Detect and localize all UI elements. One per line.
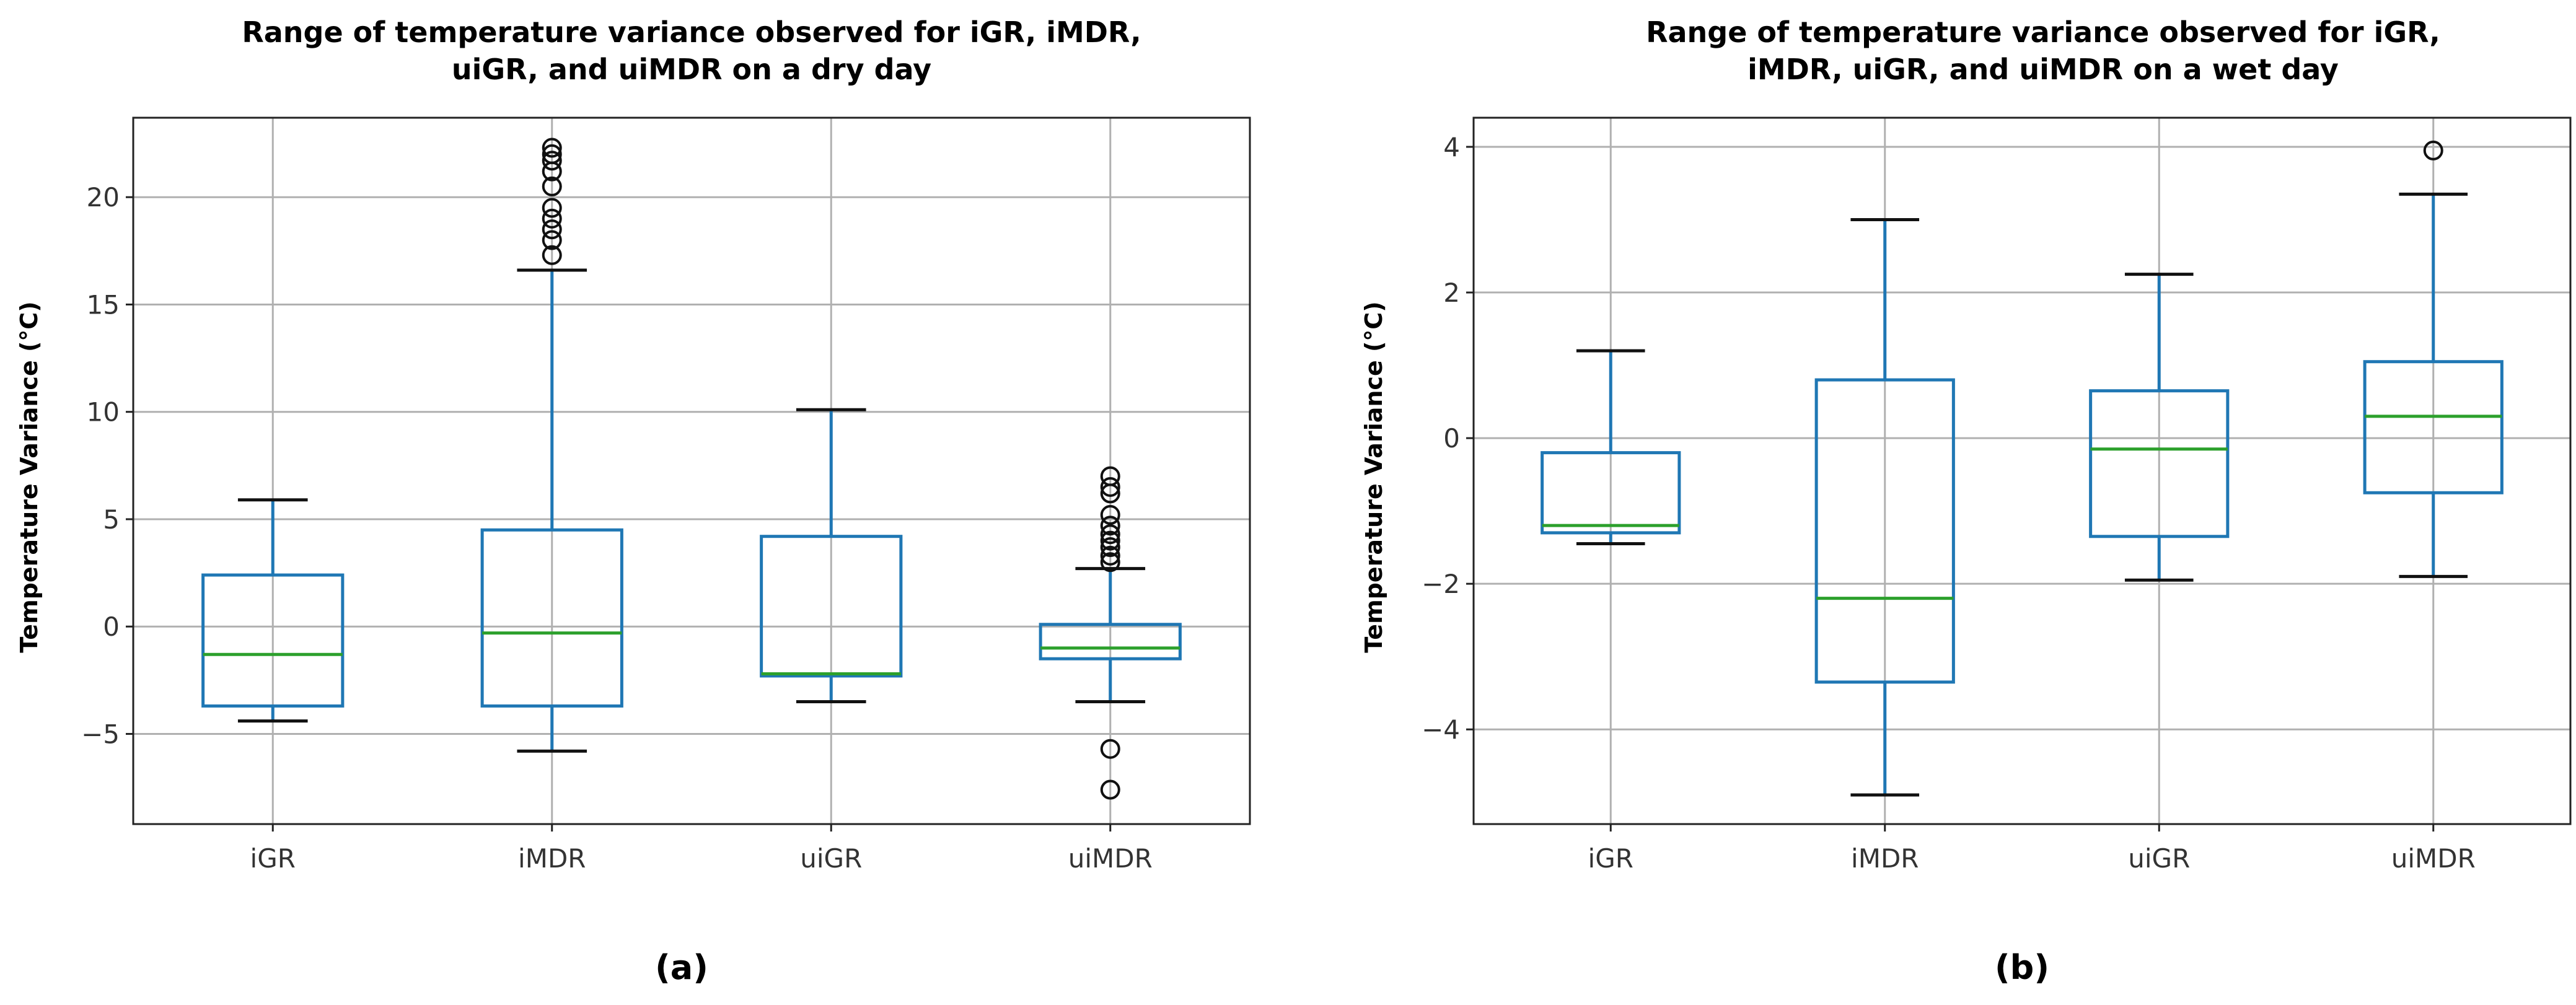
chart-a-imdr-outlier: [542, 138, 562, 158]
chart-b-title-line-2: iMDR, uiGR, and uiMDR on a wet day: [1747, 53, 2339, 86]
chart-a-igr-box: [201, 573, 345, 708]
chart-a-uimdr-outlier: [1100, 530, 1120, 551]
chart-a-x-tick-label: iMDR: [518, 843, 586, 874]
chart-a-uimdr-outlier: [1100, 552, 1120, 573]
chart-a-imdr-outlier: [542, 208, 562, 229]
chart-a-y-tick-label: 5: [103, 504, 120, 535]
dry-day-boxplot-panel: Range of temperature variance observed f…: [15, 15, 1251, 987]
chart-b-x-tick-label: iMDR: [1851, 843, 1919, 874]
chart-a-y-tick-label: 15: [87, 289, 120, 320]
chart-b-x-tick-label: uiMDR: [2391, 843, 2476, 874]
chart-a-uigr-box: [760, 535, 903, 678]
chart-a-imdr-outlier: [542, 176, 562, 196]
chart-a-uimdr-outlier: [1100, 545, 1120, 566]
chart-b-y-tick-label: 4: [1443, 132, 1460, 162]
wet-day-boxplot-panel: Range of temperature variance observed f…: [1360, 15, 2572, 987]
chart-b-uimdr-outlier: [2423, 140, 2443, 160]
chart-a-title-line-2: uiGR, and uiMDR on a dry day: [452, 53, 931, 86]
chart-a-imdr-outlier: [542, 151, 562, 171]
chart-a-uimdr-outlier: [1100, 524, 1120, 545]
chart-a-title-line-1: Range of temperature variance observed f…: [242, 15, 1141, 49]
chart-b-x-tick-label: uiGR: [2128, 843, 2190, 874]
chart-a-y-axis-label: Temperature Variance (°C): [15, 301, 43, 652]
chart-b-title-line-1: Range of temperature variance observed f…: [1646, 15, 2440, 49]
chart-a-uimdr-outlier: [1100, 516, 1120, 536]
chart-a-x-tick-label: uiMDR: [1068, 843, 1153, 874]
chart-a-y-tick-label: 0: [103, 612, 120, 642]
chart-a-uimdr-outlier: [1100, 466, 1120, 486]
chart-b-x-tick-label: iGR: [1588, 843, 1633, 874]
chart-a-x-tick-label: uiGR: [800, 843, 862, 874]
chart-b-y-tick-label: −2: [1422, 569, 1460, 599]
chart-b-caption: (b): [1995, 948, 2049, 987]
chart-a-uimdr-outlier: [1100, 537, 1120, 558]
chart-a-uimdr-box: [1039, 623, 1182, 660]
chart-b-y-tick-label: 2: [1443, 278, 1460, 308]
chart-a-y-tick-label: −5: [81, 719, 120, 749]
chart-a-imdr-outlier: [542, 230, 562, 250]
chart-a-x-tick-label: iGR: [250, 843, 296, 874]
chart-b-y-tick-label: 0: [1443, 423, 1460, 454]
chart-a-imdr-outlier: [542, 219, 562, 240]
chart-a-y-tick-label: 20: [87, 182, 120, 213]
chart-b-y-axis-label: Temperature Variance (°C): [1360, 301, 1387, 652]
chart-a-uimdr-outlier: [1100, 505, 1120, 525]
chart-a-plot-frame: [132, 116, 1251, 825]
chart-a-uimdr-outlier: [1100, 476, 1120, 497]
chart-b-igr-box: [1541, 451, 1681, 535]
chart-a-imdr-box: [480, 528, 623, 708]
chart-a-imdr-outlier: [542, 245, 562, 265]
chart-b-plot-frame: [1472, 116, 2572, 825]
chart-b-imdr-box: [1814, 378, 1955, 684]
chart-a-imdr-outlier: [542, 144, 562, 164]
chart-b-uigr-box: [2089, 389, 2230, 538]
chart-a-uimdr-outlier: [1100, 739, 1120, 759]
chart-b-y-tick-label: −4: [1422, 714, 1460, 745]
chart-a-uimdr-outlier: [1100, 779, 1120, 800]
chart-a-caption: (a): [655, 948, 708, 987]
chart-a-imdr-outlier: [542, 198, 562, 218]
chart-b-uimdr-box: [2363, 360, 2503, 494]
chart-a-y-tick-label: 10: [87, 397, 120, 428]
